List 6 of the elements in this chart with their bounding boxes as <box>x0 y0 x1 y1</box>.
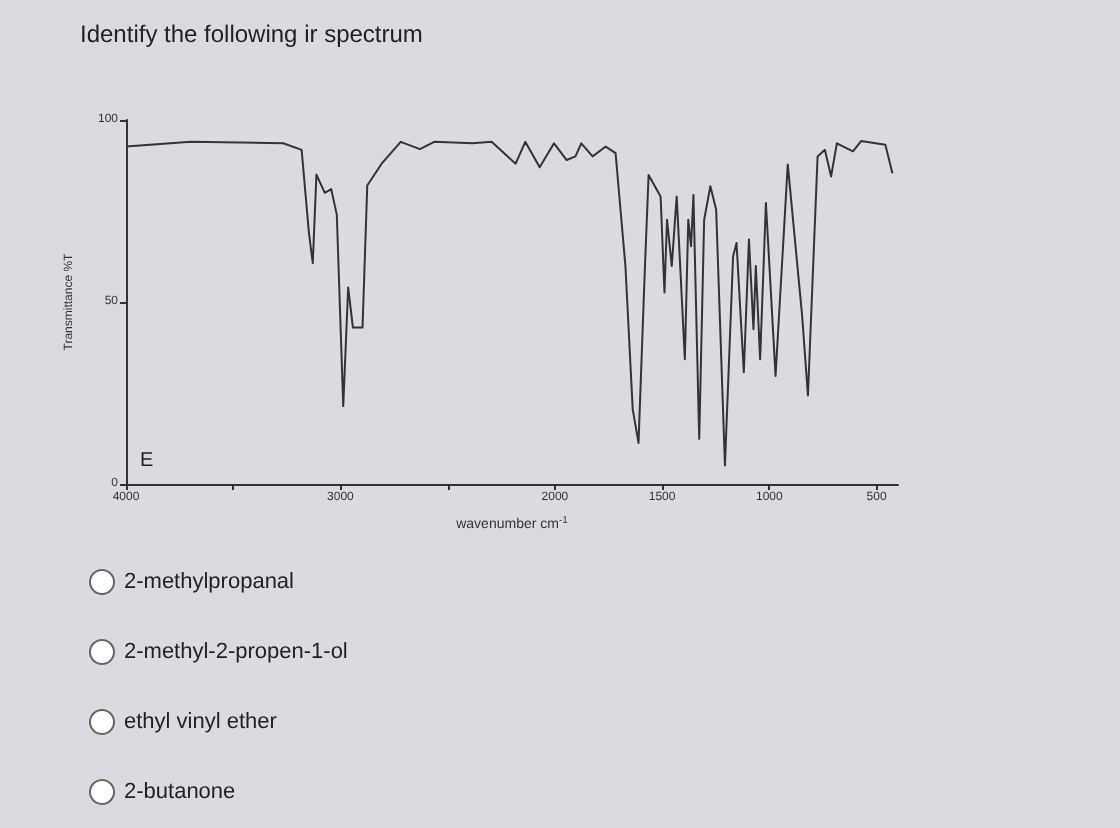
text: ethyl vinyl ether <box>124 710 277 734</box>
text: 2-methylpropanal <box>124 570 294 594</box>
annotation: E <box>140 450 154 472</box>
text: 2-butanone <box>124 780 236 804</box>
text: 2-methyl-2-propen-1-ol <box>124 640 348 664</box>
chart-title: Identify the following ir spectrum <box>80 20 423 48</box>
